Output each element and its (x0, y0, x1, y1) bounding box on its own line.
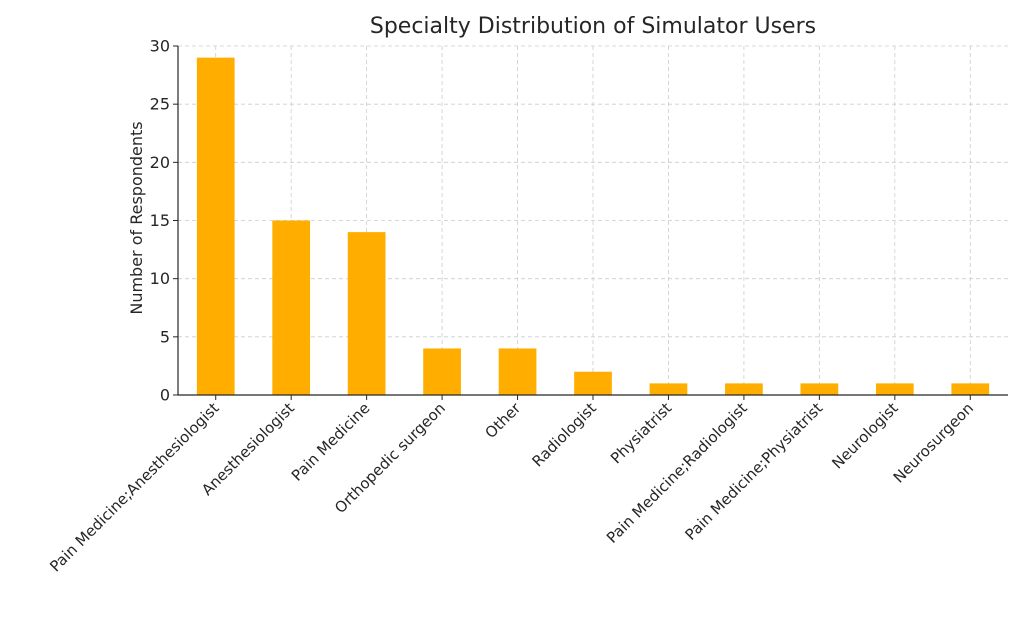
x-tick-label: Neurosurgeon (890, 399, 977, 486)
bar (574, 371, 612, 395)
y-axis-label: Number of Respondents (127, 121, 146, 314)
y-tick-label: 25 (150, 95, 170, 114)
y-tick-label: 20 (150, 153, 170, 172)
x-tick-label: Neurologist (828, 399, 901, 472)
y-tick-labels: 0 5 10 15 20 25 30 (150, 37, 170, 405)
x-tick-label: Pain Medicine;Physiatrist (682, 399, 827, 544)
bar (725, 383, 763, 395)
bar (423, 348, 461, 395)
bar (347, 232, 386, 395)
y-tick-label: 30 (150, 37, 170, 56)
bar (196, 57, 235, 396)
bar (498, 348, 537, 395)
bar (875, 383, 914, 395)
bar (272, 220, 311, 395)
x-tick-label: Pain Medicine;Anesthesiologist (46, 399, 222, 575)
x-tick-label: Radiologist (528, 399, 599, 470)
y-tick-label: 5 (160, 327, 170, 346)
y-tick-label: 15 (150, 211, 170, 230)
bar (649, 383, 688, 395)
x-tick-labels: Pain Medicine;AnesthesiologistAnesthesio… (46, 399, 977, 576)
y-tick-label: 10 (150, 269, 170, 288)
x-tick-label: Pain Medicine (288, 399, 374, 485)
bars (196, 57, 990, 396)
x-tick-label: Pain Medicine;Radiologist (603, 399, 751, 547)
chart-title: Specialty Distribution of Simulator User… (370, 14, 816, 39)
y-tick-label: 0 (160, 386, 170, 405)
bar (800, 383, 839, 395)
axes (173, 45, 1008, 400)
bar (951, 383, 990, 395)
x-tick-label: Other (482, 399, 525, 442)
x-tick-label: Physiatrist (607, 399, 675, 467)
